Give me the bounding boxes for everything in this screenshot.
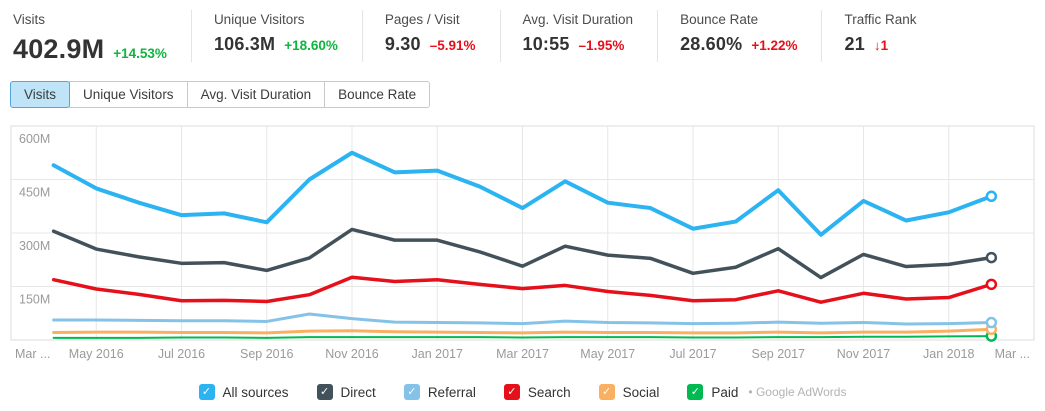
legend-item-search[interactable]: ✓ Search [503,384,571,400]
metric-delta: +18.60% [284,38,338,53]
svg-text:Mar ...: Mar ... [15,347,50,361]
checkbox-checked-icon[interactable]: ✓ [316,384,333,400]
metric-avg-visit-duration: Avg. Visit Duration 10:55 –1.95% [501,10,659,62]
metric-label: Pages / Visit [384,12,460,27]
metric-delta: –5.91% [429,38,476,53]
legend-item-paid[interactable]: ✓ Paid • Google AdWords [687,384,846,400]
checkbox-checked-icon[interactable]: ✓ [198,384,215,400]
svg-text:Jul 2016: Jul 2016 [158,347,205,361]
check-icon: ✓ [690,385,700,398]
svg-text:150M: 150M [19,293,50,307]
metric-delta: +14.53% [113,46,167,61]
metric-label: Traffic Rank [844,12,917,27]
legend-label: Referral [427,384,476,400]
svg-text:Sep 2016: Sep 2016 [240,347,294,361]
metric-pages-per-visit: Pages / Visit 9.30 –5.91% [363,10,501,62]
check-icon: ✓ [507,385,517,398]
metric-value: 21 [844,34,865,54]
svg-text:Nov 2016: Nov 2016 [325,347,379,361]
metric-tab-switcher: Visits Unique Visitors Avg. Visit Durati… [10,81,431,108]
legend-label: Paid [711,384,739,400]
legend-label: All sources [222,384,289,400]
metric-value: 402.9M [13,34,105,64]
tab-unique-visitors[interactable]: Unique Visitors [69,81,188,108]
metric-traffic-rank: Traffic Rank 21 ↓1 [822,10,940,62]
svg-text:450M: 450M [19,186,50,200]
tab-bounce-rate[interactable]: Bounce Rate [324,81,431,108]
metric-bounce-rate: Bounce Rate 28.60% +1.22% [658,10,823,62]
legend-item-all-sources[interactable]: ✓ All sources [198,384,289,400]
checkbox-checked-icon[interactable]: ✓ [598,384,615,400]
line-chart-canvas[interactable]: 600M 450M 300M 150M Mar ... May 2016 Jul 2016 S… [0,120,1045,368]
legend-label: Search [527,384,571,400]
legend-item-referral[interactable]: ✓ Referral [403,384,476,400]
metric-rank-change: ↓1 [873,38,889,53]
svg-text:May 2016: May 2016 [69,347,124,361]
metric-value: 106.3M [213,34,276,54]
legend-label: Direct [340,384,376,400]
svg-text:May 2017: May 2017 [580,347,635,361]
metric-unique-visitors: Unique Visitors 106.3M +18.60% [192,10,363,62]
chart-legend: ✓ All sources ✓ Direct ✓ Referral ✓ Sear… [0,384,1045,400]
metric-label: Visits [13,12,46,27]
checkbox-checked-icon[interactable]: ✓ [687,384,704,400]
svg-text:Mar ...: Mar ... [995,347,1030,361]
metric-label: Unique Visitors [213,12,305,27]
check-icon: ✓ [407,385,417,398]
svg-text:Nov 2017: Nov 2017 [837,347,891,361]
legend-paid-source-note: • Google AdWords [748,385,847,399]
svg-text:300M: 300M [19,239,50,253]
visits-trend-chart[interactable]: 600M 450M 300M 150M Mar ... May 2016 Jul 2016 S… [0,120,1045,373]
svg-text:Jan 2017: Jan 2017 [412,347,463,361]
checkbox-checked-icon[interactable]: ✓ [403,384,420,400]
metric-label: Avg. Visit Duration [522,12,634,27]
svg-text:Jan 2018: Jan 2018 [923,347,974,361]
metric-label: Bounce Rate [680,12,759,27]
legend-item-direct[interactable]: ✓ Direct [316,384,376,400]
check-icon: ✓ [201,385,212,398]
tab-visits[interactable]: Visits [10,81,71,108]
metric-delta: +1.22% [751,38,798,53]
tab-avg-visit-duration[interactable]: Avg. Visit Duration [186,81,326,108]
checkbox-checked-icon[interactable]: ✓ [503,384,520,400]
legend-label: Social [622,384,660,400]
metric-value: 28.60% [680,34,743,54]
check-icon: ✓ [602,385,612,398]
svg-text:Mar 2017: Mar 2017 [496,347,549,361]
metric-value: 10:55 [522,34,570,54]
legend-item-social[interactable]: ✓ Social [598,384,660,400]
svg-text:Sep 2017: Sep 2017 [751,347,805,361]
svg-text:600M: 600M [19,132,50,146]
metrics-summary-bar: Visits 402.9M +14.53% Unique Visitors 10… [0,0,1045,64]
metric-visits: Visits 402.9M +14.53% [0,10,192,64]
metric-delta: –1.95% [578,38,625,53]
check-icon: ✓ [319,385,330,398]
metric-value: 9.30 [384,34,421,54]
svg-text:Jul 2017: Jul 2017 [669,347,716,361]
